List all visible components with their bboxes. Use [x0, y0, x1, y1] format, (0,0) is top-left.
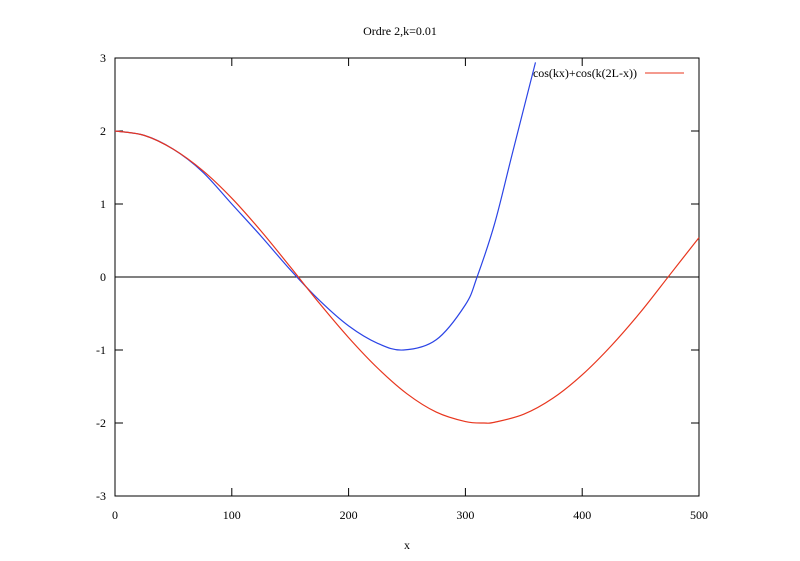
x-tick-label: 100	[223, 508, 241, 522]
y-tick-label: 1	[100, 197, 106, 211]
y-tick-label: 2	[100, 124, 106, 138]
y-tick-label: 3	[100, 51, 106, 65]
x-tick-label: 0	[112, 508, 118, 522]
series-line-0	[114, 130, 700, 424]
y-tick-label: -3	[96, 489, 106, 503]
series-lines	[114, 62, 700, 424]
x-axis-tick-labels: 0 100 200 300 400 500	[112, 508, 708, 522]
series-line-1	[114, 62, 537, 351]
chart-title: Ordre 2,k=0.01	[363, 24, 437, 38]
x-axis-label: x	[404, 538, 410, 552]
legend: cos(kx)+cos(k(2L-x))	[533, 66, 684, 80]
y-tick-label: -1	[96, 343, 106, 357]
x-tick-label: 500	[690, 508, 708, 522]
y-tick-label: -2	[96, 416, 106, 430]
y-axis-tick-labels: -3 -2 -1 0 1 2 3	[96, 51, 106, 503]
x-tick-label: 400	[573, 508, 591, 522]
y-tick-label: 0	[100, 270, 106, 284]
legend-label: cos(kx)+cos(k(2L-x))	[533, 66, 637, 80]
x-tick-label: 300	[456, 508, 474, 522]
x-tick-label: 200	[340, 508, 358, 522]
